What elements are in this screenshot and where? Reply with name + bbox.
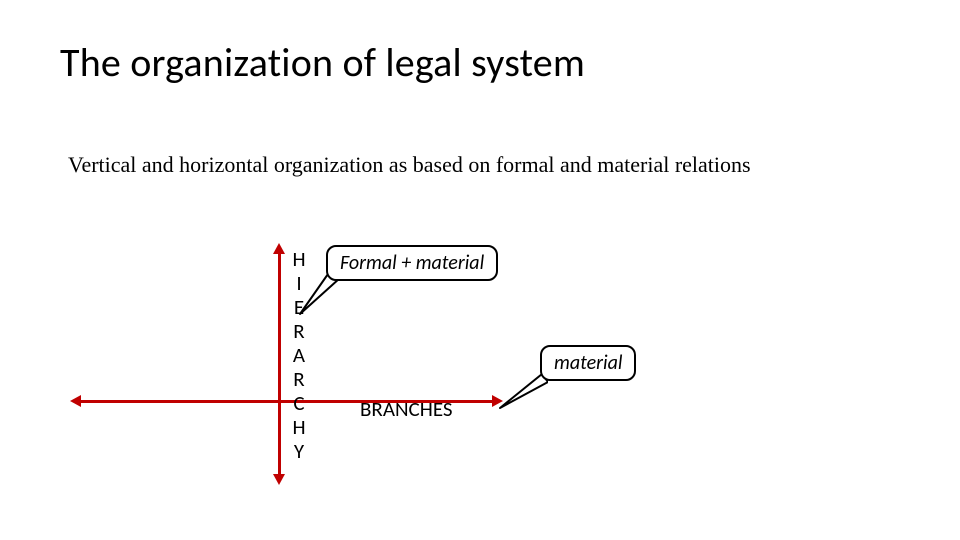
arrow-left-icon: [70, 395, 81, 407]
letter: Y: [290, 439, 308, 463]
letter: H: [290, 415, 308, 439]
callout-material: material: [540, 345, 636, 381]
callout-tail-icon: [498, 372, 548, 410]
callout-text: Formal + material: [340, 251, 484, 275]
arrow-up-icon: [273, 243, 285, 254]
callout-formal-material: Formal + material: [326, 245, 498, 281]
page-title: The organization of legal system: [60, 38, 585, 87]
page-subtitle: Vertical and horizontal organization as …: [68, 152, 751, 178]
vertical-axis: [278, 252, 281, 476]
arrow-down-icon: [273, 474, 285, 485]
letter: A: [290, 343, 308, 367]
horizontal-axis-label: BRANCHES: [360, 396, 453, 422]
letter: R: [290, 367, 308, 391]
letter: R: [290, 319, 308, 343]
letter: H: [290, 247, 308, 271]
letter: C: [290, 391, 308, 415]
slide: The organization of legal system Vertica…: [0, 0, 960, 540]
callout-text: material: [554, 351, 622, 375]
